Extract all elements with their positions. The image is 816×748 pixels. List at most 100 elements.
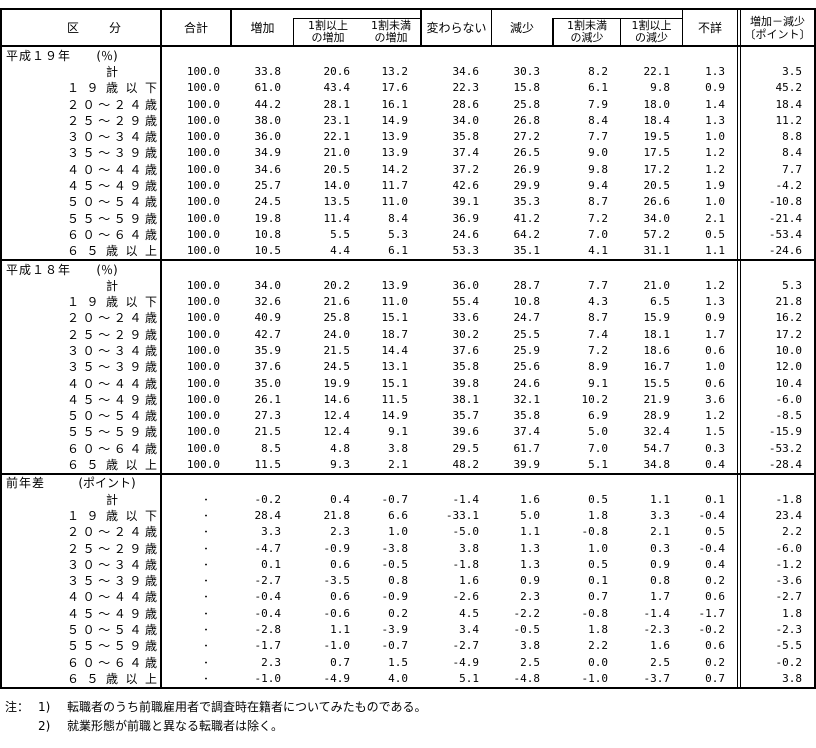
value-cell: 33.6 [452,311,480,325]
value-cell: 14.9 [381,113,409,127]
value-cell: 5.0 [520,508,540,522]
value-cell: 27.2 [513,130,541,144]
header-label: の減少 [635,31,668,44]
row-label: ２０～２４歳 [67,311,157,326]
value-cell: 17.2 [643,162,671,176]
empty-cell [620,261,682,277]
value-cell: 0.3 [705,441,725,455]
value-cell: 22.3 [452,81,480,95]
value-cell: 25.6 [513,360,541,374]
value-cell: 26.1 [254,392,282,406]
value-cell: 15.9 [643,311,671,325]
value-cell: 17.6 [381,81,409,95]
value-cell: 18.7 [381,327,409,341]
header-col-unknown: 不詳 [682,10,737,45]
header-label: 1割以上 [308,19,348,32]
group-label-cell: 前年差 (ポイント) [0,474,162,492]
row-label-cell: ６０～６４歳 [0,226,162,243]
value-cell: -0.2 [698,623,726,637]
value-cell: 12.4 [323,425,351,439]
header-label: 1割以上 [631,19,672,32]
value-cell: 39.8 [452,376,480,390]
note-text: 就業形態が前職と異なる転職者は除く。 [67,718,284,733]
value-cell: 18.4 [643,113,671,127]
value-cell: 0.1 [705,492,725,506]
value-cell: 1.2 [705,278,725,292]
value-cell: 21.5 [323,343,351,357]
value-cell: -28.4 [737,456,816,473]
table-row: ３５～３９歳 ・ -2.7 -3.5 0.8 1.6 0.9 0.1 0.8 0.2 -3.6 [0,572,816,589]
value-cell: 1.0 [705,360,725,374]
row-label-cell: ５０～５４歳 [0,621,162,638]
row-label-cell: ３５～３９歳 [0,144,162,162]
note-prefix-spacer [5,717,38,736]
row-label: ６０～６４歳 [67,655,157,670]
value-cell: -2.3 [643,623,671,637]
value-cell: -2.2 [513,606,541,620]
value-cell: 100.0 [186,113,220,127]
empty-cell [682,47,737,63]
table-row: ４０～４４歳 100.0 34.6 20.5 14.2 37.2 26.9 9.8 17.2 1.… [0,161,816,178]
value-cell: 13.2 [381,64,409,78]
value-cell: -1.4 [643,606,671,620]
value-cell: 25.9 [513,343,541,357]
value-cell: -3.5 [323,574,351,588]
note-line-1: 注： 1) 転職者のうち前職雇用者で調査時在籍者についてみたものである。 [5,698,816,717]
value-cell: -4.9 [323,671,351,685]
value-cell: 0.4 [705,557,725,571]
row-label-cell: ４０～４４歳 [0,374,162,392]
value-cell: 2.1 [705,211,725,225]
value-cell: 1.6 [459,574,479,588]
group-label: 平成１８年 [6,262,72,277]
value-cell: 14.6 [323,392,351,406]
value-cell: 100.0 [186,211,220,225]
value-cell: 0.5 [588,492,608,506]
row-label-cell: ３０～３４歳 [0,342,162,359]
table-row: ２５～２９歳 100.0 42.7 24.0 18.7 30.2 25.5 7.4 18.1 1.… [0,326,816,343]
value-cell: 0.7 [705,671,725,685]
value-cell: 100.0 [186,162,220,176]
value-cell: 57.2 [643,227,671,241]
value-cell: 26.9 [513,162,541,176]
value-cell: 0.3 [650,541,670,555]
value-cell: 35.3 [513,195,541,209]
value-cell: 1.2 [705,146,725,160]
empty-cell [491,475,552,491]
value-cell: 2.5 [650,655,670,669]
value-cell: 9.0 [588,146,608,160]
header-label: の減少 [570,31,604,44]
value-cell: 1.0 [705,130,725,144]
value-cell: 0.6 [330,590,350,604]
value-cell: 10.5 [254,244,282,258]
group-label: 前年差 [6,476,46,491]
empty-cell [420,475,491,491]
group-unit: (％) [96,262,118,277]
table-row: ３０～３４歳 ・ 0.1 0.6 -0.5 -1.8 1.3 0.5 0.9 0.4 -1.2 [0,556,816,573]
table-row: 計 100.0 34.0 20.2 13.9 36.0 28.7 7.7 21.0 1.2 5.3 [0,277,816,294]
value-cell: 19.5 [643,130,671,144]
value-cell: 40.9 [254,311,282,325]
value-cell: 0.6 [705,590,725,604]
value-cell: 3.8 [459,541,479,555]
value-cell: 14.4 [381,343,409,357]
value-cell: 1.0 [388,525,408,539]
value-cell: 8.4 [737,144,816,162]
value-cell: 0.9 [650,557,670,571]
value-cell: 100.0 [186,441,220,455]
value-cell: -8.5 [737,407,816,424]
header-col-decrease-under-10pct: 1割未満 の減少 [552,18,620,45]
value-cell: 5.3 [737,277,816,294]
value-cell: 15.1 [381,311,409,325]
empty-cell [737,47,816,64]
value-cell: 1.0 [705,195,725,209]
value-cell: 9.8 [588,162,608,176]
value-cell: 11.5 [254,458,282,472]
value-cell: 18.4 [737,95,816,113]
value-cell: 1.4 [705,97,725,111]
value-cell: 8.7 [588,311,608,325]
value-cell: 100.0 [186,458,220,472]
value-cell: 53.3 [452,244,480,258]
row-label: ４０～４４歳 [67,590,157,605]
empty-cell [491,47,552,63]
value-cell: 5.3 [388,227,408,241]
